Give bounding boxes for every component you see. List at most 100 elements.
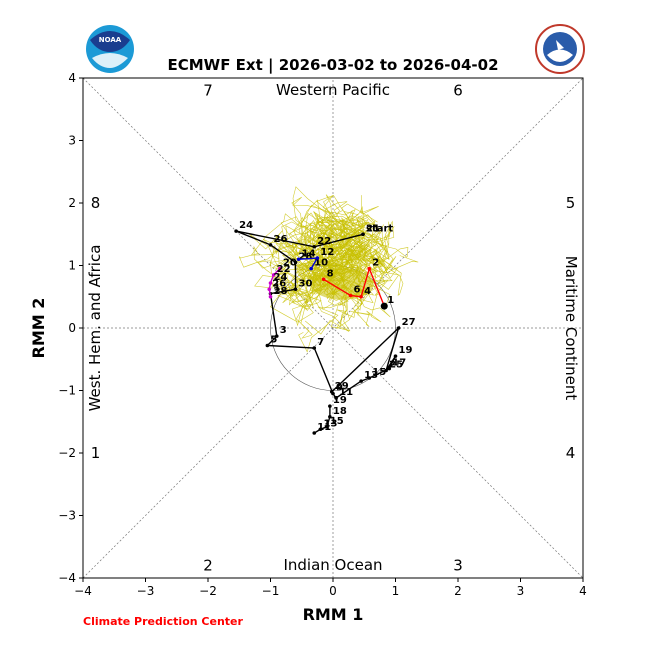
x-tick-label: 2 [454,584,462,598]
point-label: 20 [283,258,297,269]
series-point [309,266,313,271]
series-point [348,293,353,298]
point-label: 26 [274,234,288,245]
credit-label: Climate Prediction Center [83,615,243,628]
point-label: 14 [302,248,316,259]
x-tick-label: −1 [262,584,280,598]
ensemble-track [292,222,370,327]
point-label: 13 [324,418,338,429]
x-tick-label: 1 [392,584,400,598]
ensemble-track [238,215,364,275]
phase-number-label: 7 [203,82,213,100]
x-tick-label: 4 [579,584,587,598]
y-axis-label: RMM 2 [29,298,48,359]
x-tick-label: −3 [137,584,155,598]
ensemble-track [330,216,395,267]
point-label: 28 [274,286,288,297]
phase-number-label: 1 [91,444,101,462]
region-label-indian-ocean: Indian Ocean [283,556,382,574]
y-tick-label: −3 [58,509,76,523]
ensemble-track [275,229,371,306]
point-label: 12 [320,247,334,258]
x-tick-label: −2 [199,584,217,598]
x-tick-label: −4 [74,584,92,598]
point-label: 18 [333,406,347,417]
y-tick-label: −1 [58,384,76,398]
point-label: 8 [327,268,334,279]
point-label: 25 [389,360,403,371]
start-marker [380,302,388,310]
ensemble-track [284,226,350,335]
point-label: 27 [402,317,416,328]
point-label: 11 [339,387,353,398]
point-label: 6 [354,285,361,296]
phase-number-label: 6 [453,82,463,100]
point-label: 1 [274,283,281,294]
point-label: 10 [314,258,328,269]
point-label: 9 [336,383,343,394]
svg-text:NOAA: NOAA [99,36,122,44]
series-point [312,346,317,350]
point-label: 29 [335,381,349,392]
point-label: 22 [277,264,291,275]
series-point [359,294,363,299]
point-label: 24 [239,220,253,231]
y-tick-label: 0 [68,321,76,335]
series-point [318,427,323,432]
point-label: 21 [366,223,380,234]
point-label: 17 [392,358,406,369]
ensemble-track [292,230,367,288]
series-point [312,431,317,435]
ensemble-track [282,201,383,289]
region-label-west-hem-africa: West. Hem. and Africa [86,245,104,412]
point-label: 28 [299,251,313,262]
chart-title: ECMWF Ext | 2026-03-02 to 2026-04-02 [167,56,498,75]
series-point [268,281,273,285]
phase-number-label: 2 [203,557,213,575]
x-axis-label: RMM 1 [303,605,364,624]
series-point [393,354,398,358]
point-label: 19 [399,345,413,356]
series-point [396,326,401,330]
series-point [278,266,282,271]
series-point [324,424,329,429]
point-label: 3 [280,325,287,336]
point-label: 22 [317,236,331,247]
ensemble-track [308,203,378,269]
series-point [329,389,334,394]
ensemble-mean-cluster [311,268,374,300]
y-tick-label: 1 [68,259,76,273]
series-point [312,244,317,249]
series-point [321,277,326,282]
ensemble-track [277,215,349,297]
y-tick-label: 3 [68,134,76,148]
series-point [234,229,238,233]
series-point [274,334,279,338]
point-label: 24 [274,272,288,283]
ensemble-track [271,204,369,297]
region-label-maritime-continent: Maritime Continent [562,256,580,401]
series-point [293,260,298,265]
series-point [359,379,363,383]
phase-number-label: 5 [566,194,576,212]
series-point [315,256,320,260]
nws-logo [535,24,585,74]
x-tick-label: 0 [329,584,337,598]
point-label: 13 [364,370,378,381]
y-tick-label: 2 [68,196,76,210]
point-label: 4 [364,286,371,297]
point-label: start [366,223,393,234]
ensemble-track [291,194,365,237]
point-label: 30 [299,278,313,289]
point-label: 15 [372,367,386,378]
series-point [296,257,301,262]
series-point [328,414,332,419]
y-tick-label: 4 [68,71,76,85]
point-label: 1 [387,295,394,306]
